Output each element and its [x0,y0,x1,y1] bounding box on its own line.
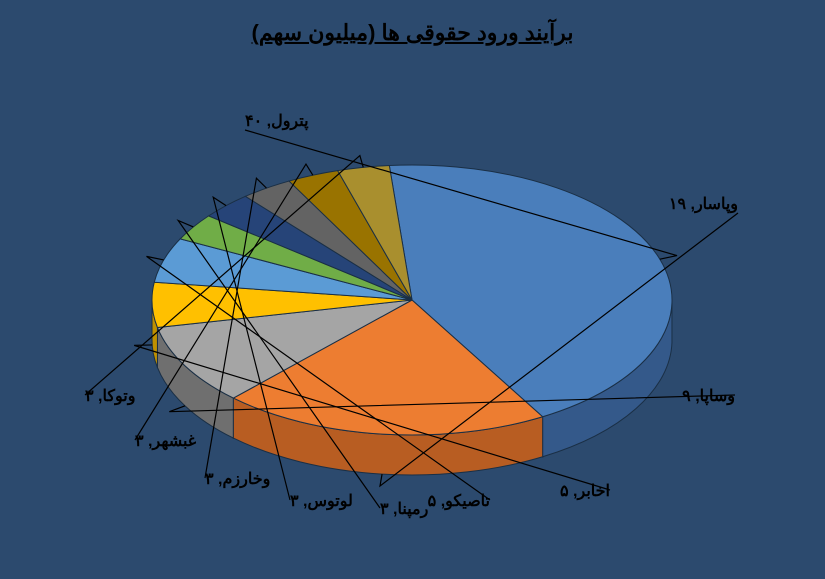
slice-label: لوتوس, ۳ [290,493,353,511]
slice-label: وتوکا, ۳ [85,388,135,406]
slice-label: وساپا, ۹ [682,388,735,406]
chart-container: برآیند ورود حقوقی ها (میلیون سهم) پترول,… [0,0,825,579]
slice-label: اخابر, ۵ [560,483,610,501]
slice-label: رمپنا, ۳ [380,501,429,519]
slice-label: وپاسار, ۱۹ [669,196,738,214]
slice-label: پترول, ۴۰ [245,113,309,131]
pie-chart: پترول, ۴۰ وپاسار, ۱۹ وساپا, ۹ اخابر, ۵ تاصیک… [0,0,825,579]
slice-label: وخارزم, ۳ [205,471,270,489]
chart-title: برآیند ورود حقوقی ها (میلیون سهم) [0,20,825,46]
slice-label: تاصیکو, ۵ [428,493,491,511]
slice-label: غبشهر, ۳ [135,433,197,451]
